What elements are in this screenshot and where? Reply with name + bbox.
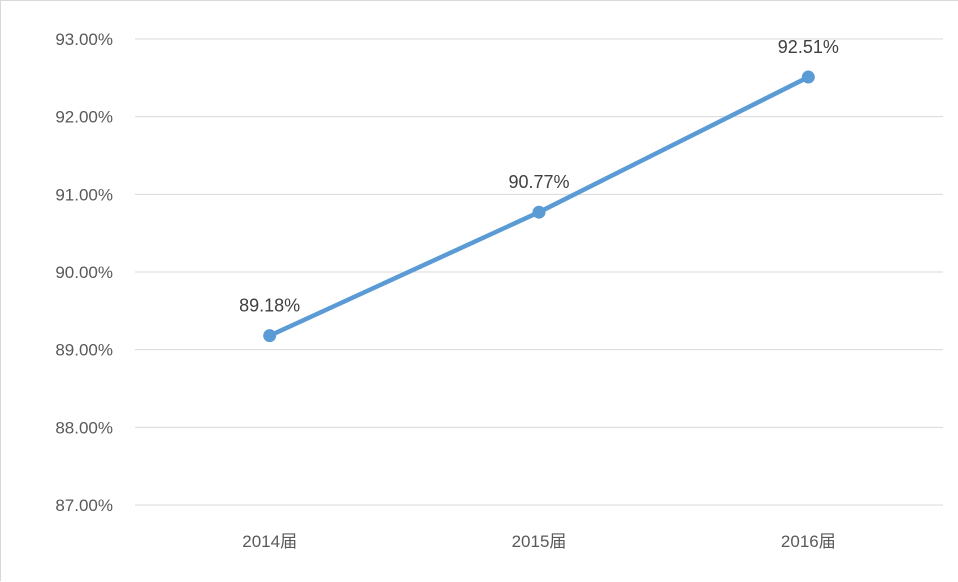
data-point [801, 70, 815, 84]
y-tick-label: 93.00% [55, 30, 113, 49]
y-tick-label: 89.00% [55, 341, 113, 360]
data-points [263, 70, 815, 343]
y-axis-tick-labels: 87.00% 88.00% 89.00% 90.00% 91.00% 92.00% 93.0… [55, 30, 113, 515]
x-axis-tick-labels: 2014届 2015届 2016届 [242, 532, 835, 551]
data-point [532, 205, 546, 219]
x-tick-label: 2014届 [242, 532, 297, 551]
y-tick-label: 88.00% [55, 418, 113, 437]
data-point [263, 329, 277, 343]
data-label: 90.77% [508, 172, 569, 192]
data-label: 92.51% [778, 37, 839, 57]
y-tick-label: 90.00% [55, 263, 113, 282]
y-tick-label: 87.00% [55, 496, 113, 515]
x-tick-label: 2016届 [781, 532, 836, 551]
data-label: 89.18% [239, 296, 300, 316]
y-tick-label: 91.00% [55, 185, 113, 204]
x-tick-label: 2015届 [512, 532, 567, 551]
y-tick-label: 92.00% [55, 108, 113, 127]
data-labels: 89.18% 90.77% 92.51% [239, 37, 839, 316]
gridlines [135, 38, 943, 506]
